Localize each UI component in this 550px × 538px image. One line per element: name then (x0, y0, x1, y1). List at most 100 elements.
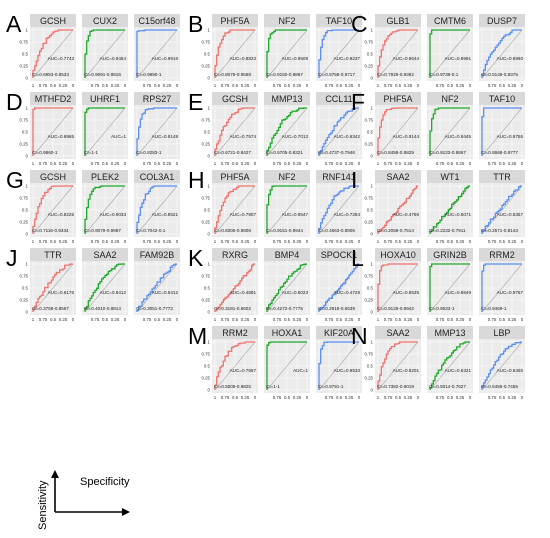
roc-curve (318, 341, 359, 390)
x-tick-label: 0.75 (384, 161, 393, 166)
x-tick-label: 1 (214, 161, 217, 166)
x-tick-label: 0.25 (241, 239, 250, 244)
gene-strip (30, 14, 76, 27)
auc-label: AUC=0.9547 (282, 212, 309, 217)
y-tick-label: 0.25 (19, 64, 28, 69)
x-tick-label: 0.5 (395, 239, 402, 244)
subplot-saa2: SAA2 AUC=0.6412 CI=0.4010-0.8814 0.75 0.5 0.2… (82, 248, 128, 322)
x-tick-label: 0.25 (404, 83, 413, 88)
x-tick-label: 0.25 (241, 395, 250, 400)
x-tick-label: 0 (521, 83, 524, 88)
panel-K: K 10.750.50.250RXRGAUC=0.4891CI=0.3181-0.… (188, 245, 362, 322)
gene-strip (427, 170, 473, 183)
roc-curve (214, 263, 255, 312)
y-tick-label: 0.75 (19, 118, 28, 123)
x-tick-label: 0.75 (39, 317, 48, 322)
gene-name: CUX2 (93, 16, 117, 26)
x-tick-label: 0.75 (91, 239, 100, 244)
x-tick-label: 0.5 (284, 395, 291, 400)
panel-L: L 10.750.50.250HOXA10AUC=0.9535CI=0.9128-… (351, 245, 525, 322)
gene-name: PLEK2 (91, 172, 119, 182)
x-tick-label: 0.5 (50, 317, 57, 322)
x-tick-label: 0.5 (284, 161, 291, 166)
panel-A: A 10.750.50.250GCSHAUC=0.7743CI=0.6953-0.… (6, 11, 180, 88)
y-tick-label: 0 (371, 232, 374, 237)
y-tick-label: 0.25 (364, 64, 373, 69)
y-tick-label: 1 (371, 340, 374, 345)
auc-label: AUC=0.5357 (497, 212, 524, 217)
x-tick-label: 0.5 (232, 161, 239, 166)
x-tick-label: 0.5 (499, 239, 506, 244)
diagonal-reference (429, 263, 471, 313)
x-tick-label: 0.25 (456, 395, 465, 400)
x-tick-label: 0.25 (456, 317, 465, 322)
x-tick-label: 0.5 (447, 317, 454, 322)
gene-strip (212, 326, 258, 339)
panel-label: D (6, 89, 23, 115)
subplot-col3a1: COL3A1 AUC=0.8521 CI=0.7042-0.1 0.75 0.5 0.25… (134, 170, 180, 244)
ci-label: CI=0.8283-1 (136, 150, 162, 155)
x-tick-label: 0.75 (384, 239, 393, 244)
x-tick-label: 0 (521, 317, 524, 322)
gene-strip (316, 326, 362, 339)
ci-label: CI=0.2058-0.7514 (377, 228, 414, 233)
x-tick-label: 0.25 (293, 317, 302, 322)
diagonal-reference (84, 107, 126, 157)
x-tick-label: 0.25 (456, 161, 465, 166)
x-tick-label: 0.5 (499, 317, 506, 322)
gene-strip (427, 248, 473, 261)
subplot-uhrf1: UHRF1 AUC=1 CI=1-1 0.75 0.5 0.25 0 (82, 92, 128, 166)
roc-curve (214, 185, 255, 234)
roc-curve (84, 29, 125, 78)
roc-curve (377, 263, 418, 312)
gene-name: SPOCK1 (321, 250, 358, 260)
y-tick-label: 0.5 (204, 286, 211, 291)
x-tick-label: 0.75 (39, 239, 48, 244)
gene-strip (82, 170, 128, 183)
x-tick-label: 0.75 (384, 83, 393, 88)
y-tick-label: 0.5 (22, 130, 29, 135)
gene-name: HOXA1 (272, 328, 303, 338)
x-tick-label: 0.75 (436, 395, 445, 400)
gene-name: RPS27 (143, 94, 172, 104)
x-tick-label: 0.5 (232, 239, 239, 244)
x-tick-label: 0 (72, 83, 75, 88)
auc-label: AUC=0.9533 (334, 368, 361, 373)
y-tick-label: 0 (26, 76, 29, 81)
ci-label: CI=1-1 (266, 384, 280, 389)
subplot-nf2: NF2 AUC=0.9509 CI=0.9150-0.9867 0.75 0.5 0.25… (264, 14, 310, 88)
y-tick-label: 0 (371, 154, 374, 159)
x-tick-label: 0 (469, 239, 472, 244)
x-tick-label: 0.75 (436, 161, 445, 166)
auc-label: AUC=0.9991 (445, 56, 472, 61)
y-tick-label: 0.5 (204, 208, 211, 213)
roc-curve (377, 185, 418, 234)
diagonal-reference (136, 263, 178, 313)
ci-label: CI=0.9150-0.9867 (266, 72, 303, 77)
panel-label: K (188, 245, 204, 271)
x-tick-label: 0.25 (508, 239, 517, 244)
x-tick-label: 0.25 (345, 395, 354, 400)
subplot-mthfd2: MTHFD2 AUC=0.9965 CI=0.9860-1 1 0.75 0.5 0.25 0 (30, 92, 76, 166)
ci-label: CI=0.4663-0.8906 (318, 228, 355, 233)
y-tick-label: 0.25 (364, 298, 373, 303)
x-tick-label: 0.75 (384, 395, 393, 400)
x-tick-label: 0 (306, 161, 309, 166)
ci-label: CI=0.6006-0.9808 (214, 228, 251, 233)
panel-label: H (188, 167, 205, 193)
gene-name: TTR (493, 172, 511, 182)
auc-label: AUC=0.9849 (445, 290, 472, 295)
gene-strip (30, 170, 76, 183)
gene-name: DUSP7 (487, 16, 517, 26)
gene-name: GCSH (40, 172, 66, 182)
panel-B: B 10.750.50.250PHF5AAUC=0.8823CI=0.8078-0… (188, 11, 362, 88)
x-tick-label: 0.5 (232, 317, 239, 322)
ci-label: CI=0.9123-0.9867 (429, 150, 466, 155)
diagonal-reference (32, 263, 74, 313)
y-tick-label: 0.75 (201, 196, 210, 201)
panel-label: M (188, 323, 207, 349)
y-tick-label: 0 (26, 154, 29, 159)
gene-name: COL3A1 (140, 172, 175, 182)
x-tick-label: 0.25 (508, 395, 517, 400)
